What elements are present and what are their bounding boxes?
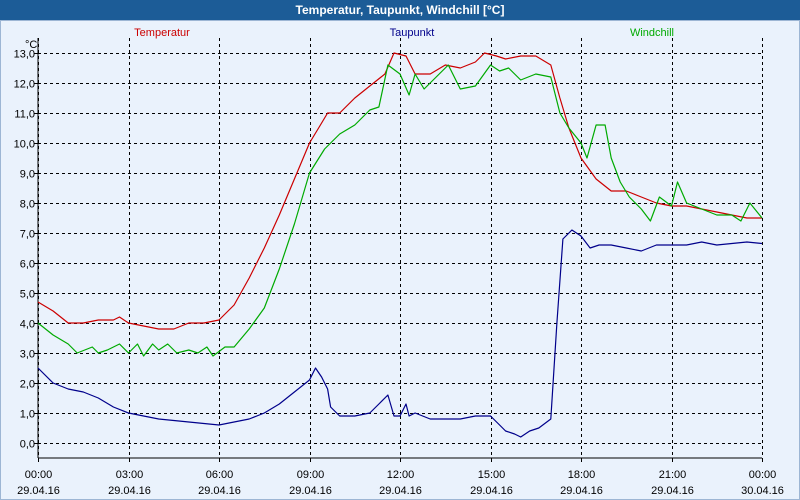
y-tick-label: 13,0 <box>14 49 35 61</box>
y-tick-label: 3,0 <box>20 349 35 361</box>
x-tick-date: 29.04.16 <box>379 485 422 497</box>
x-tick-date: 30.04.16 <box>741 485 784 497</box>
y-tick-label: 5,0 <box>20 289 35 301</box>
x-ticks: 00:00 29.04.16 03:00 29.04.16 06:00 29.04.16 0… <box>17 458 784 497</box>
y-ticks: 0,0 1,0 2,0 3,0 4,0 5,0 6,0 7,0 8,0 9,0 10,0 11,0 12… <box>14 49 38 451</box>
x-tick-date: 29.04.16 <box>651 485 694 497</box>
y-tick-label: 6,0 <box>20 259 35 271</box>
series-line-temperatur <box>37 52 762 330</box>
x-tick-date: 29.04.16 <box>470 485 513 497</box>
series-line-windchill <box>37 64 763 357</box>
y-tick-label: 0,0 <box>20 439 35 451</box>
legend-taupunkt: Taupunkt <box>390 27 435 39</box>
x-tick-time: 12:00 <box>387 469 415 481</box>
y-tick-label: 9,0 <box>20 169 35 181</box>
y-tick-label: 8,0 <box>20 199 35 211</box>
x-tick-time: 03:00 <box>116 469 144 481</box>
x-tick-time: 06:00 <box>206 469 234 481</box>
x-tick-time: 21:00 <box>659 469 687 481</box>
grid <box>38 38 763 458</box>
x-tick-time: 18:00 <box>568 469 596 481</box>
y-tick-label: 1,0 <box>20 409 35 421</box>
series-line-taupunkt <box>37 229 763 438</box>
x-tick-date: 29.04.16 <box>108 485 151 497</box>
y-tick-label: 10,0 <box>14 139 35 151</box>
series-group <box>37 52 763 438</box>
legend-windchill: Windchill <box>630 27 674 39</box>
x-tick-date: 29.04.16 <box>17 485 60 497</box>
x-tick-time: 09:00 <box>297 469 325 481</box>
window-title: Temperatur, Taupunkt, Windchill [°C] <box>0 0 800 20</box>
legend: Temperatur Taupunkt Windchill <box>134 27 674 39</box>
y-axis-label: °C <box>25 39 37 51</box>
x-tick-date: 29.04.16 <box>560 485 603 497</box>
y-tick-label: 11,0 <box>14 109 35 121</box>
x-tick-time: 00:00 <box>749 469 777 481</box>
y-tick-label: 7,0 <box>20 229 35 241</box>
y-tick-label: 4,0 <box>20 319 35 331</box>
x-tick-time: 15:00 <box>478 469 506 481</box>
y-tick-label: 12,0 <box>14 79 35 91</box>
legend-temperatur: Temperatur <box>134 27 190 39</box>
x-tick-time: 00:00 <box>25 469 53 481</box>
y-tick-label: 2,0 <box>20 379 35 391</box>
x-tick-date: 29.04.16 <box>198 485 241 497</box>
x-tick-date: 29.04.16 <box>289 485 332 497</box>
